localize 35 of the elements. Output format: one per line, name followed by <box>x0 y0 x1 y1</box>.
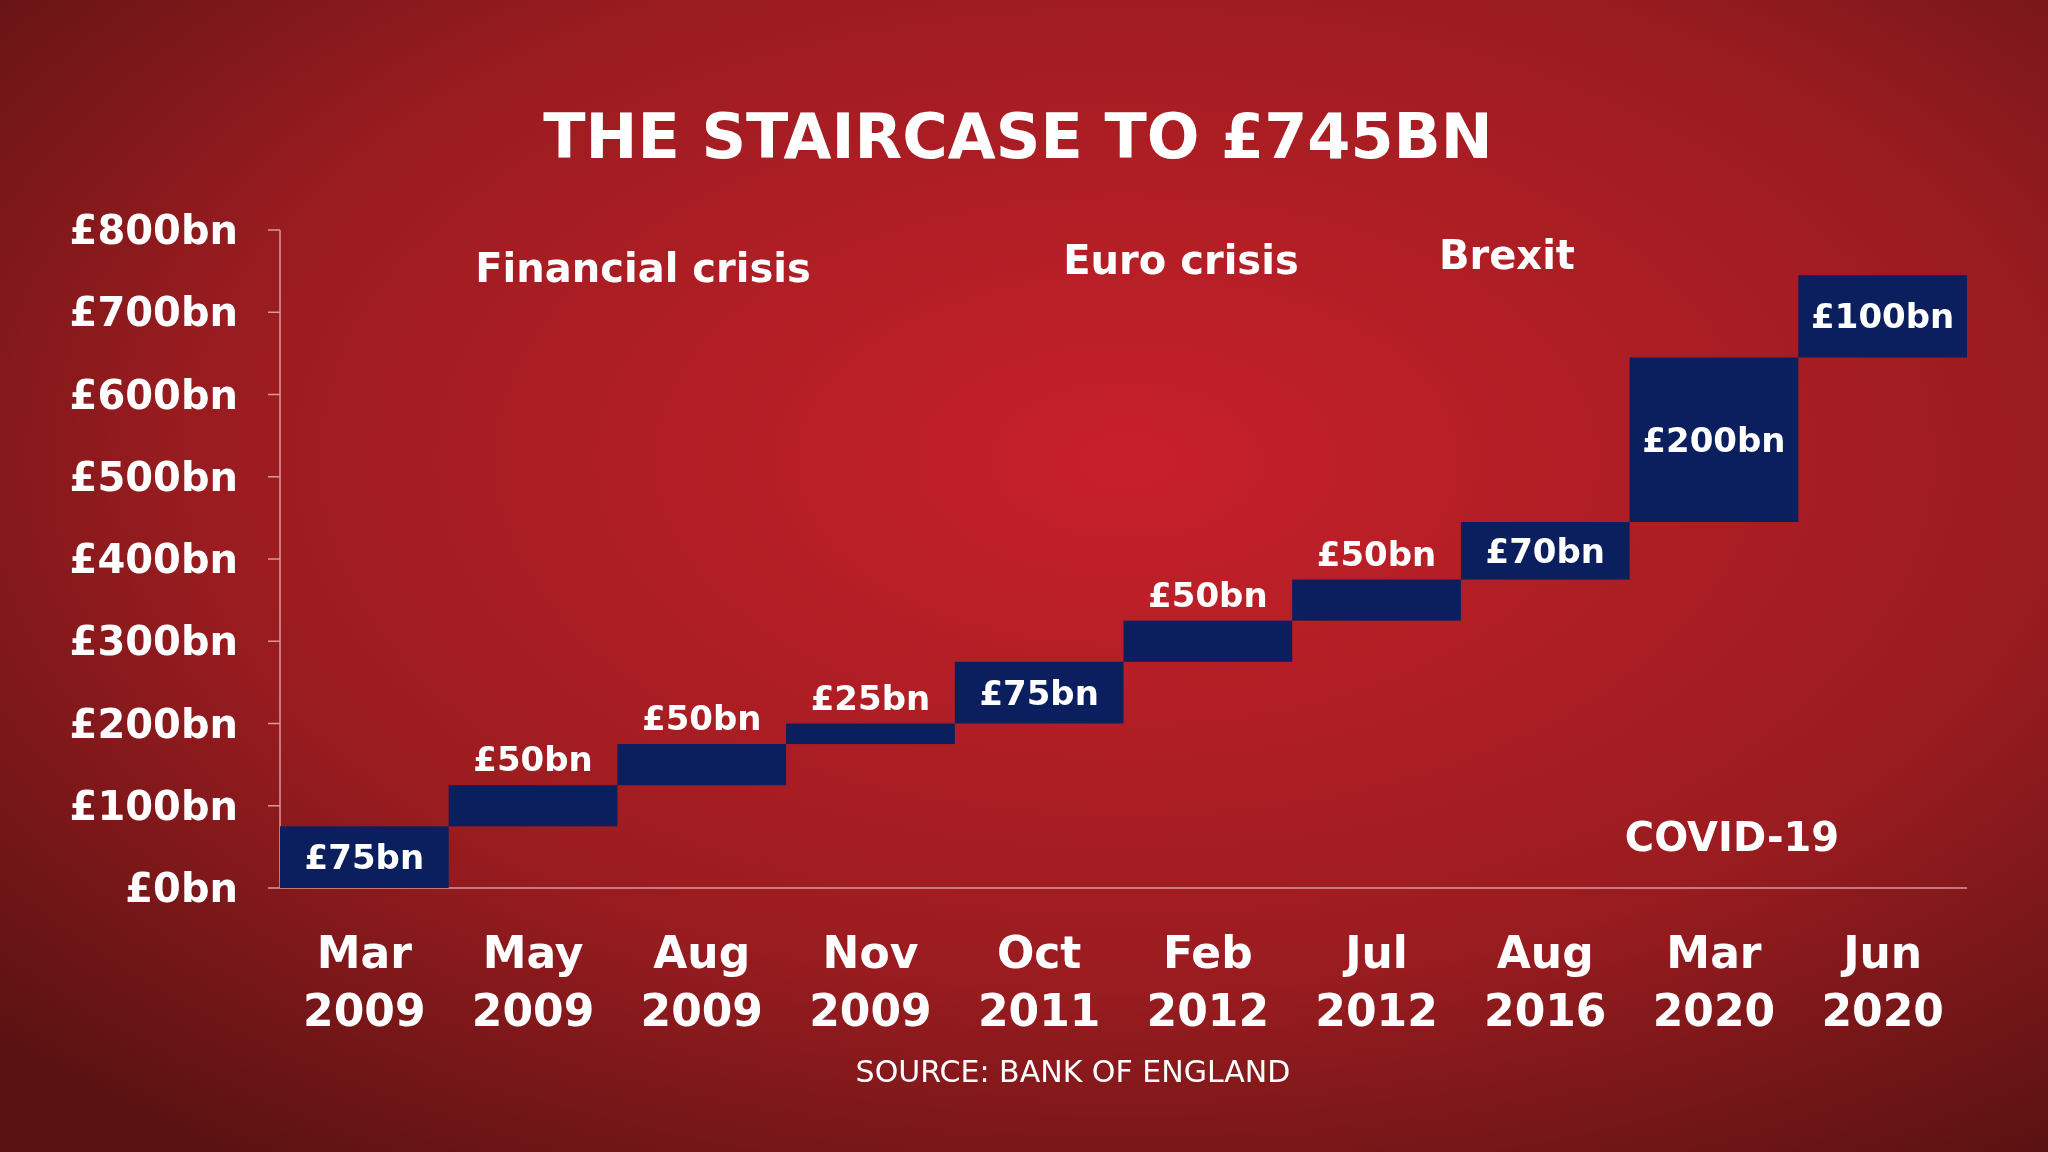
data-label: £50bn <box>1316 533 1437 574</box>
data-label: £75bn <box>304 837 425 878</box>
x-tick-label: Mar 2020 <box>1652 927 1776 1036</box>
data-label: £50bn <box>641 698 762 739</box>
annotation: COVID-19 <box>1624 814 1840 860</box>
x-tick-label: Feb 2012 <box>1146 927 1270 1036</box>
data-label: £100bn <box>1811 296 1955 337</box>
y-tick-label: £100bn <box>69 782 238 829</box>
annotation: Brexit <box>1439 232 1575 278</box>
x-tick-label: Oct 2011 <box>977 927 1101 1036</box>
y-tick-label: £600bn <box>69 371 238 418</box>
chart-title: THE STAIRCASE TO £745BN <box>543 100 1493 173</box>
source-note: SOURCE: BANK OF ENGLAND <box>855 1054 1291 1089</box>
x-tick-label: Nov 2009 <box>809 927 932 1036</box>
x-tick-label: Aug 2009 <box>640 927 763 1036</box>
data-label: £70bn <box>1485 530 1606 571</box>
y-tick-label: £700bn <box>69 289 238 336</box>
data-label: £50bn <box>1148 574 1268 615</box>
y-tick-label: £300bn <box>69 618 238 665</box>
data-label: £25bn <box>810 677 931 718</box>
y-tick-label: £800bn <box>69 207 238 253</box>
x-tick-label: May 2009 <box>471 927 595 1036</box>
x-tick-label: Mar 2009 <box>303 927 426 1036</box>
x-tick-label: Aug 2016 <box>1484 927 1607 1036</box>
x-tick-label: Jun 2020 <box>1821 927 1944 1036</box>
data-label: £200bn <box>1642 419 1786 460</box>
annotation: Financial crisis <box>475 245 811 291</box>
annotation: Euro crisis <box>1063 237 1299 283</box>
y-tick-label: £0bn <box>125 865 238 911</box>
x-tick-label: Jul 2012 <box>1315 927 1438 1036</box>
y-tick-label: £500bn <box>69 453 238 500</box>
y-tick-label: £400bn <box>69 536 238 582</box>
y-tick-label: £200bn <box>69 700 238 747</box>
data-label: £50bn <box>473 739 593 780</box>
data-label: £75bn <box>979 672 1099 713</box>
